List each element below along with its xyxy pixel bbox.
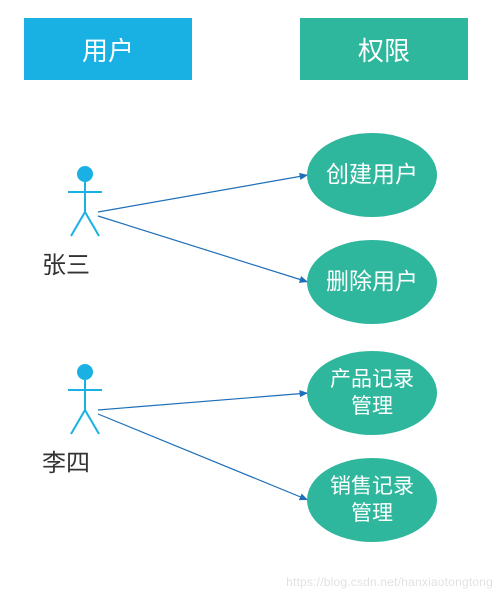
watermark: https://blog.csdn.net/hanxiaotongtong <box>286 575 493 589</box>
perm-product-mgmt-label: 产品记录 管理 <box>330 366 414 421</box>
perm-delete-user: 删除用户 <box>307 240 437 324</box>
actor-lisi-label: 李四 <box>42 443 90 478</box>
perm-create-user-label: 创建用户 <box>326 160 418 190</box>
perm-delete-user-label: 删除用户 <box>326 267 418 297</box>
actor-head-icon <box>77 364 93 380</box>
perm-create-user: 创建用户 <box>307 133 437 217</box>
perm-sales-mgmt-label: 销售记录 管理 <box>330 473 414 528</box>
watermark-text: https://blog.csdn.net/hanxiaotongtong <box>286 575 493 589</box>
perm-product-mgmt: 产品记录 管理 <box>307 351 437 435</box>
perm-sales-mgmt: 销售记录 管理 <box>307 458 437 542</box>
